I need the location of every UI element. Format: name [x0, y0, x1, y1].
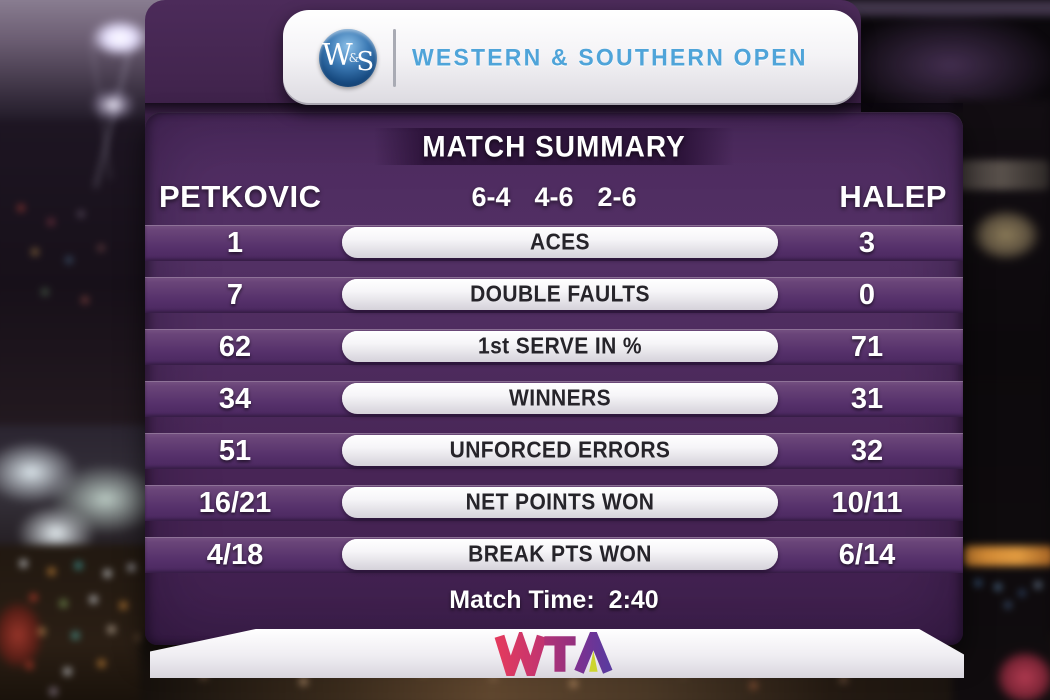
red-banner-blob: [0, 600, 44, 670]
stands-left: [0, 120, 160, 450]
stat-label: ACES: [530, 229, 590, 255]
stat-label: WINNERS: [509, 385, 611, 411]
floodlight-icon: [84, 84, 142, 126]
stat-value-right: 6/14: [838, 539, 896, 571]
stat-row: 34 WINNERS 31: [145, 381, 963, 417]
tents: [0, 425, 155, 560]
stat-row: 7 DOUBLE FAULTS 0: [145, 277, 963, 313]
banner-shadow-seam: [145, 103, 963, 115]
players-row: PETKOVIC 6-4 4-6 2-6 HALEP: [145, 174, 963, 220]
stat-row: 51 UNFORCED ERRORS 32: [145, 433, 963, 469]
stat-label-pill: UNFORCED ERRORS: [342, 435, 778, 466]
match-summary-panel: MATCH SUMMARY PETKOVIC 6-4 4-6 2-6 HALEP…: [145, 112, 963, 645]
player-name-left: PETKOVIC: [159, 179, 322, 214]
ws-globe-logo-icon: W & S: [319, 28, 377, 87]
stat-value-left: 1: [226, 227, 244, 259]
stats-table: 1 ACES 3 7 DOUBLE FAULTS 0 62 1st SERVE …: [145, 225, 963, 589]
stat-label: DOUBLE FAULTS: [470, 281, 650, 307]
stat-label: 1st SERVE IN %: [478, 333, 642, 359]
stat-value-left: 51: [218, 435, 252, 467]
crowd-dots: [18, 205, 24, 211]
panel-title-band: MATCH SUMMARY: [374, 128, 734, 165]
crowd-dots: [20, 560, 27, 567]
wta-footer-band: [150, 629, 964, 678]
stat-value-right: 10/11: [831, 487, 903, 519]
tournament-banner: W & S WESTERN & SOUTHERN OPEN: [283, 10, 858, 105]
logo-ampersand: &: [348, 50, 360, 65]
stat-value-right: 71: [850, 331, 884, 363]
stat-label: NET POINTS WON: [465, 489, 655, 515]
set-score: 2-6: [597, 181, 637, 212]
stat-label-pill: ACES: [342, 227, 778, 258]
stat-label: UNFORCED ERRORS: [449, 437, 671, 463]
tournament-title: WESTERN & SOUTHERN OPEN: [412, 43, 808, 71]
stat-row: 4/18 BREAK PTS WON 6/14: [145, 537, 963, 573]
stat-label-pill: NET POINTS WON: [342, 487, 778, 518]
stat-label: BREAK PTS WON: [468, 541, 652, 567]
match-time-value: 2:40: [608, 586, 659, 614]
stat-value-left: 62: [218, 331, 252, 363]
stat-row: 1 ACES 3: [145, 225, 963, 261]
stat-value-right: 3: [858, 227, 876, 259]
panel-title: MATCH SUMMARY: [422, 129, 686, 163]
crowd-dots: [975, 580, 981, 586]
stat-label-pill: DOUBLE FAULTS: [342, 279, 778, 310]
orange-banner: [964, 546, 1050, 566]
match-time-label: Match Time:: [449, 586, 595, 614]
set-scores: 6-4 4-6 2-6: [471, 174, 636, 220]
stat-row: 62 1st SERVE IN % 71: [145, 329, 963, 365]
wta-logo-icon: [494, 631, 613, 676]
stat-value-left: 16/21: [198, 487, 272, 519]
logo-letter-w: W: [321, 37, 353, 73]
set-score: 4-6: [534, 181, 574, 212]
banner-divider: [393, 28, 396, 87]
stat-value-right: 31: [850, 383, 884, 415]
dark-right-area: [952, 100, 1050, 700]
stat-value-left: 4/18: [206, 539, 264, 571]
stat-value-right: 32: [850, 435, 884, 467]
stat-label-pill: WINNERS: [342, 383, 778, 414]
set-score: 6-4: [471, 181, 511, 212]
tent-arch-right: [966, 205, 1046, 265]
stat-row: 16/21 NET POINTS WON 10/11: [145, 485, 963, 521]
stat-value-left: 7: [226, 279, 244, 311]
stat-value-right: 0: [858, 279, 876, 311]
structure-right: [955, 160, 1050, 190]
stat-label-pill: 1st SERVE IN %: [342, 331, 778, 362]
logo-letter-s: S: [356, 46, 375, 77]
magenta-corner: [995, 650, 1050, 700]
stat-value-left: 34: [218, 383, 252, 415]
match-time: Match Time: 2:40: [145, 586, 963, 615]
player-name-right: HALEP: [839, 179, 947, 214]
stat-label-pill: BREAK PTS WON: [342, 539, 778, 570]
